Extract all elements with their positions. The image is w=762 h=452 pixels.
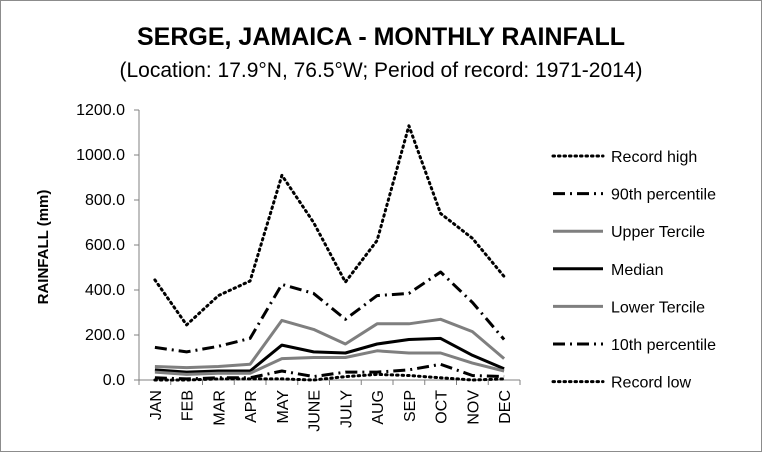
- y-tick-label: 200.0: [85, 327, 125, 344]
- y-tick-label: 1200.0: [76, 102, 125, 119]
- legend-label: Record high: [611, 149, 697, 166]
- x-tick-label: MAR: [211, 390, 228, 426]
- legend-label: Lower Tercile: [611, 299, 705, 316]
- series-line: [153, 372, 506, 382]
- x-tick-label: JULY: [338, 390, 355, 428]
- legend-label: 90th percentile: [611, 187, 716, 204]
- series-line: [154, 270, 506, 354]
- legend: Record high 90th percentile Upper Tercile M…: [551, 149, 716, 392]
- y-tick-label: 400.0: [85, 282, 125, 299]
- legend-label: Median: [611, 262, 663, 279]
- legend-label: 10th percentile: [611, 337, 716, 354]
- x-tick-label: JAN: [148, 390, 165, 420]
- legend-label: Record low: [611, 375, 691, 392]
- series-line: [154, 317, 506, 370]
- x-tick-label: MAY: [275, 390, 292, 424]
- series-line: [154, 362, 505, 381]
- y-tick-label: 0.0: [103, 372, 125, 389]
- series-line: [154, 349, 505, 376]
- series-line: [154, 336, 505, 374]
- series-lines: [153, 124, 506, 382]
- x-tick-label: APR: [243, 390, 260, 423]
- x-tick-label: AUG: [370, 390, 387, 425]
- chart-title: SERGE, JAMAICA - MONTHLY RAINFALL: [137, 23, 625, 51]
- x-tick-label: FEB: [180, 390, 197, 421]
- x-tick-label: OCT: [434, 390, 451, 424]
- x-tick-label: JUNE: [307, 390, 324, 432]
- y-tick-label: 800.0: [85, 192, 125, 209]
- x-tick-label: DEC: [497, 390, 514, 424]
- tick-labels: 0.0 200.0 400.0 600.0 800.0 1000.0 1200.0 JAN FE…: [76, 102, 514, 432]
- legend-label: Upper Tercile: [611, 224, 705, 241]
- chart-subtitle: (Location: 17.9°N, 76.5°W; Period of rec…: [119, 59, 642, 82]
- x-tick-label: SEP: [402, 390, 419, 422]
- y-tick-label: 600.0: [85, 237, 125, 254]
- y-axis-label: RAINFALL (mm): [35, 190, 52, 305]
- x-tick-label: NOV: [465, 390, 482, 425]
- series-line: [153, 124, 506, 327]
- y-tick-label: 1000.0: [76, 147, 125, 164]
